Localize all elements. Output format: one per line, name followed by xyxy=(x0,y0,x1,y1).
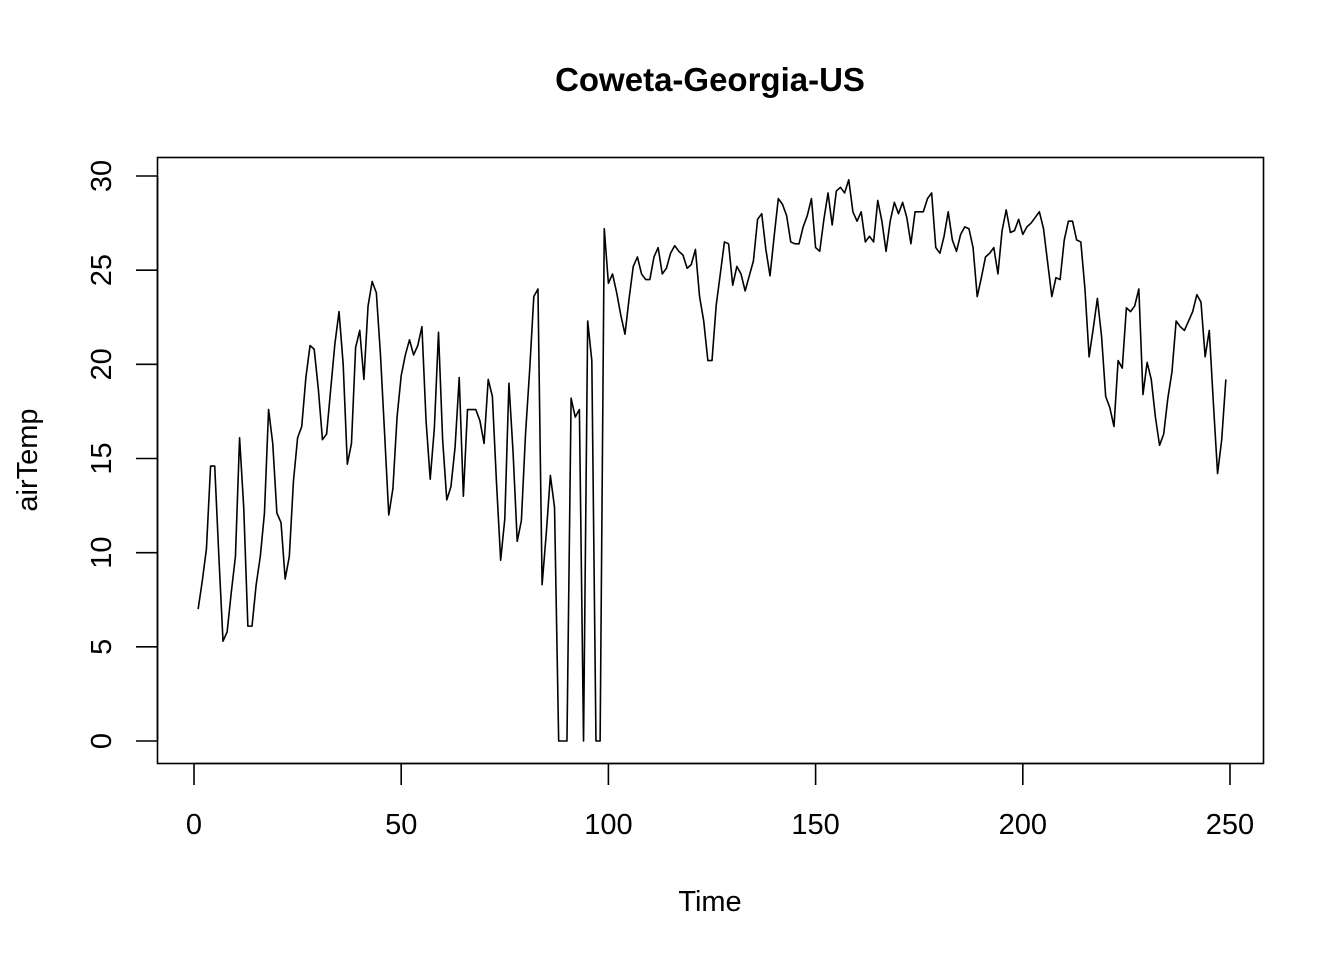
x-axis: 0 50 100 150 200 250 xyxy=(186,762,1254,841)
x-tick-label: 50 xyxy=(385,809,417,841)
y-tick-label: 0 xyxy=(86,733,118,749)
y-tick-label: 30 xyxy=(86,160,118,192)
x-tick-label: 100 xyxy=(584,809,632,841)
x-axis-label: Time xyxy=(678,886,741,918)
y-tick-label: 25 xyxy=(86,254,118,286)
y-axis: 0 5 10 15 20 25 30 xyxy=(86,160,159,749)
plot-frame xyxy=(156,156,1265,765)
x-tick-label: 150 xyxy=(791,809,839,841)
y-tick-label: 5 xyxy=(86,639,118,655)
chart-title: Coweta-Georgia-US xyxy=(555,61,865,98)
y-axis-label: airTemp xyxy=(12,408,44,511)
x-tick-label: 0 xyxy=(186,809,202,841)
x-tick-label: 200 xyxy=(999,809,1047,841)
y-tick-label: 10 xyxy=(86,537,118,569)
x-tick-label: 250 xyxy=(1206,809,1254,841)
y-tick-label: 15 xyxy=(86,442,118,474)
y-tick-label: 20 xyxy=(86,348,118,380)
series-line xyxy=(197,178,1227,742)
